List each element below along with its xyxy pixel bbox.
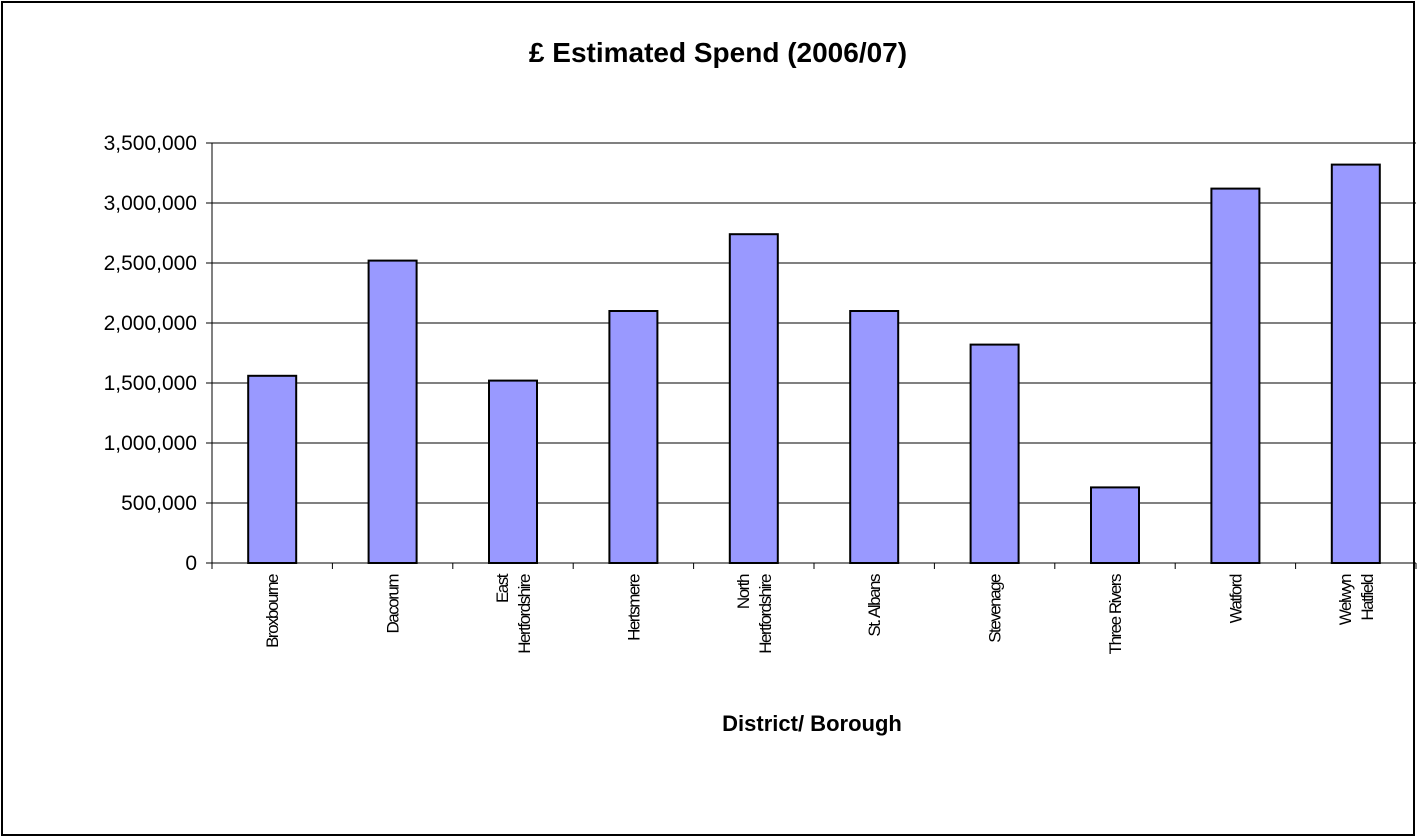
y-tick-label: 1,500,000 [104, 372, 197, 395]
y-tick-label: 2,000,000 [104, 312, 197, 335]
bar [1090, 486, 1140, 564]
bar [608, 310, 659, 564]
chart-title: £ Estimated Spend (2006/07) [529, 37, 907, 68]
bar [849, 310, 900, 564]
bar [488, 379, 538, 564]
x-axis-title: District/ Borough [722, 711, 902, 736]
x-tick-label: Welwyn [1336, 574, 1355, 625]
x-tick-label: Stevenage [986, 574, 1005, 643]
y-tick-label: 3,000,000 [104, 192, 197, 215]
bar [367, 259, 418, 564]
x-tick-label: Hatfield [1358, 574, 1377, 621]
x-tick-label: Three Rivers [1106, 574, 1125, 654]
y-tick-label: 2,500,000 [104, 252, 197, 275]
x-tick-label: St. Albans [865, 574, 884, 637]
x-tick-label: Dacorum [384, 574, 403, 634]
bar [1210, 187, 1261, 564]
bar [969, 343, 1020, 564]
bar [247, 374, 298, 564]
x-tick-label: Hertfordshire [515, 574, 534, 654]
x-tick-label: Hertfordshire [756, 574, 775, 654]
plot-area: 0 500,000 1,000,000 1,500,000 2,000,000 2,500… [104, 132, 1417, 654]
y-tick-label: 0 [185, 552, 197, 575]
x-tick-label: Broxbourne [263, 574, 282, 648]
x-tick-label: Hertsmere [624, 574, 643, 641]
x-tick-label: North [734, 574, 753, 609]
bar [728, 233, 779, 564]
x-tick-label: Watford [1226, 574, 1245, 623]
y-tick-label: 500,000 [121, 492, 197, 515]
y-tick-label: 3,500,000 [104, 132, 197, 155]
y-tick-label: 1,000,000 [104, 432, 197, 455]
bar [1330, 163, 1381, 564]
x-tick-label: East [493, 573, 512, 603]
